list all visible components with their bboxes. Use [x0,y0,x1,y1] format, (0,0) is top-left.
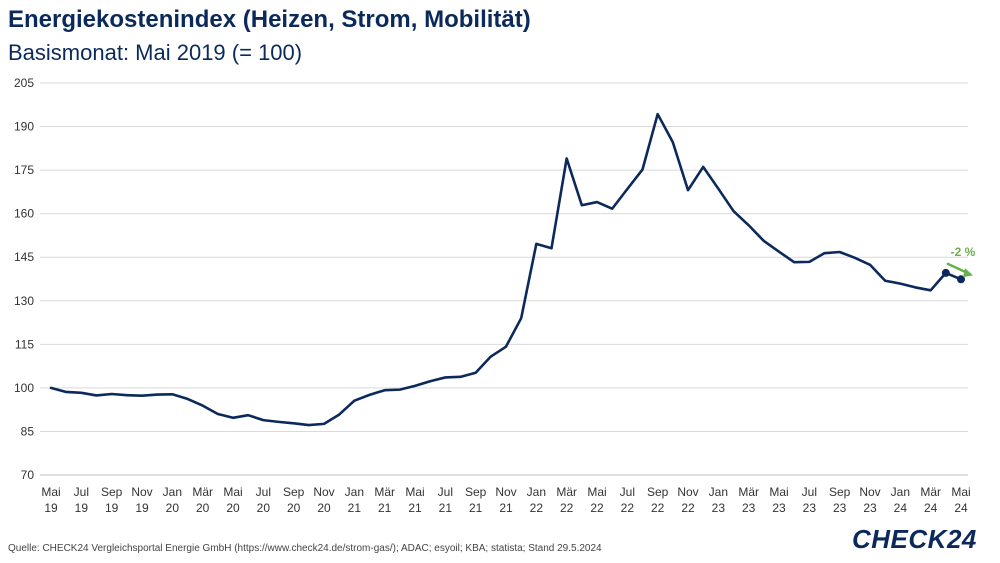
source-note: Quelle: CHECK24 Vergleichsportal Energie… [8,543,602,554]
change-annotation: -2 % [951,245,976,259]
x-tick-year: 23 [863,501,877,515]
x-tick-month: Mai [587,485,606,499]
trend-arrow-head [963,268,973,278]
x-tick-month: Sep [101,485,123,499]
x-tick-year: 20 [287,501,301,515]
x-tick-year: 23 [803,501,817,515]
x-tick-month: Mai [405,485,424,499]
x-tick-year: 21 [378,501,392,515]
chart-subtitle: Basismonat: Mai 2019 (= 100) [8,40,303,65]
x-tick-year: 20 [166,501,180,515]
y-tick-label: 85 [21,424,35,438]
y-axis-ticks: 70 85 100 115 130 145 160 175 190 205 [14,76,34,482]
x-tick-month: Mai [41,485,60,499]
x-tick-year: 23 [742,501,756,515]
y-tick-label: 190 [14,120,34,134]
x-tick-year: 22 [651,501,665,515]
x-tick-month: Mai [223,485,242,499]
x-tick-month: Sep [647,485,669,499]
x-tick-month: Jul [256,485,271,499]
x-tick-year: 23 [772,501,786,515]
x-tick-year: 24 [924,501,938,515]
x-tick-year: 19 [44,501,58,515]
x-tick-month: Mär [556,485,577,499]
x-tick-month: Mär [374,485,395,499]
chart-title: Energiekostenindex (Heizen, Strom, Mobil… [8,6,531,33]
x-tick-month: Jan [891,485,910,499]
x-tick-year: 23 [712,501,726,515]
check24-logo: CHECK24 [852,524,977,554]
x-tick-month: Jul [802,485,817,499]
x-tick-month: Nov [495,485,516,499]
x-tick-year: 21 [499,501,513,515]
data-point-2024-04 [941,268,950,277]
x-tick-year: 20 [257,501,271,515]
x-tick-year: 21 [439,501,453,515]
x-tick-year: 23 [833,501,847,515]
x-tick-year: 20 [317,501,331,515]
x-tick-year: 22 [621,501,635,515]
x-tick-year: 19 [105,501,119,515]
x-tick-month: Jul [620,485,635,499]
x-axis-ticks: Mai 19 Jul 19 Sep 19 Nov 19 Jan 20 Mär 20 Mai 20 Jul 20… [41,485,970,515]
x-tick-year: 22 [681,501,695,515]
x-tick-year: 21 [348,501,362,515]
y-tick-label: 115 [15,337,34,351]
annotation-layer: -2 % [946,245,976,278]
x-tick-month: Nov [677,485,698,499]
y-tick-label: 70 [21,468,35,482]
x-tick-month: Sep [283,485,305,499]
x-tick-year: 19 [135,501,149,515]
series-layer [49,112,965,427]
x-tick-month: Jan [345,485,364,499]
x-tick-year: 20 [226,501,240,515]
y-tick-label: 130 [14,294,34,308]
trend-arrow-shaft [946,262,968,274]
x-tick-month: Mär [192,485,213,499]
x-tick-month: Jul [438,485,453,499]
x-tick-month: Sep [829,485,851,499]
y-tick-label: 100 [14,381,34,395]
grid-lines [40,82,968,476]
x-tick-year: 21 [408,501,422,515]
x-tick-year: 22 [530,501,544,515]
x-tick-year: 20 [196,501,210,515]
y-tick-label: 205 [14,76,34,90]
x-tick-year: 22 [590,501,604,515]
series-line [49,112,963,427]
x-tick-month: Nov [859,485,880,499]
x-tick-month: Mai [951,485,970,499]
x-tick-year: 22 [560,501,574,515]
x-tick-month: Mai [769,485,788,499]
x-tick-month: Nov [313,485,334,499]
x-tick-year: 24 [954,501,968,515]
x-tick-month: Mär [738,485,759,499]
x-tick-month: Jan [163,485,182,499]
y-tick-label: 145 [14,250,34,264]
y-tick-label: 160 [14,207,34,221]
x-tick-year: 24 [894,501,908,515]
x-tick-year: 21 [469,501,483,515]
x-tick-month: Mär [920,485,941,499]
x-tick-month: Nov [131,485,152,499]
y-tick-label: 175 [14,163,34,177]
x-tick-month: Jul [74,485,89,499]
x-tick-month: Sep [465,485,487,499]
x-tick-month: Jan [709,485,728,499]
x-tick-month: Jan [527,485,546,499]
x-tick-year: 19 [75,501,89,515]
